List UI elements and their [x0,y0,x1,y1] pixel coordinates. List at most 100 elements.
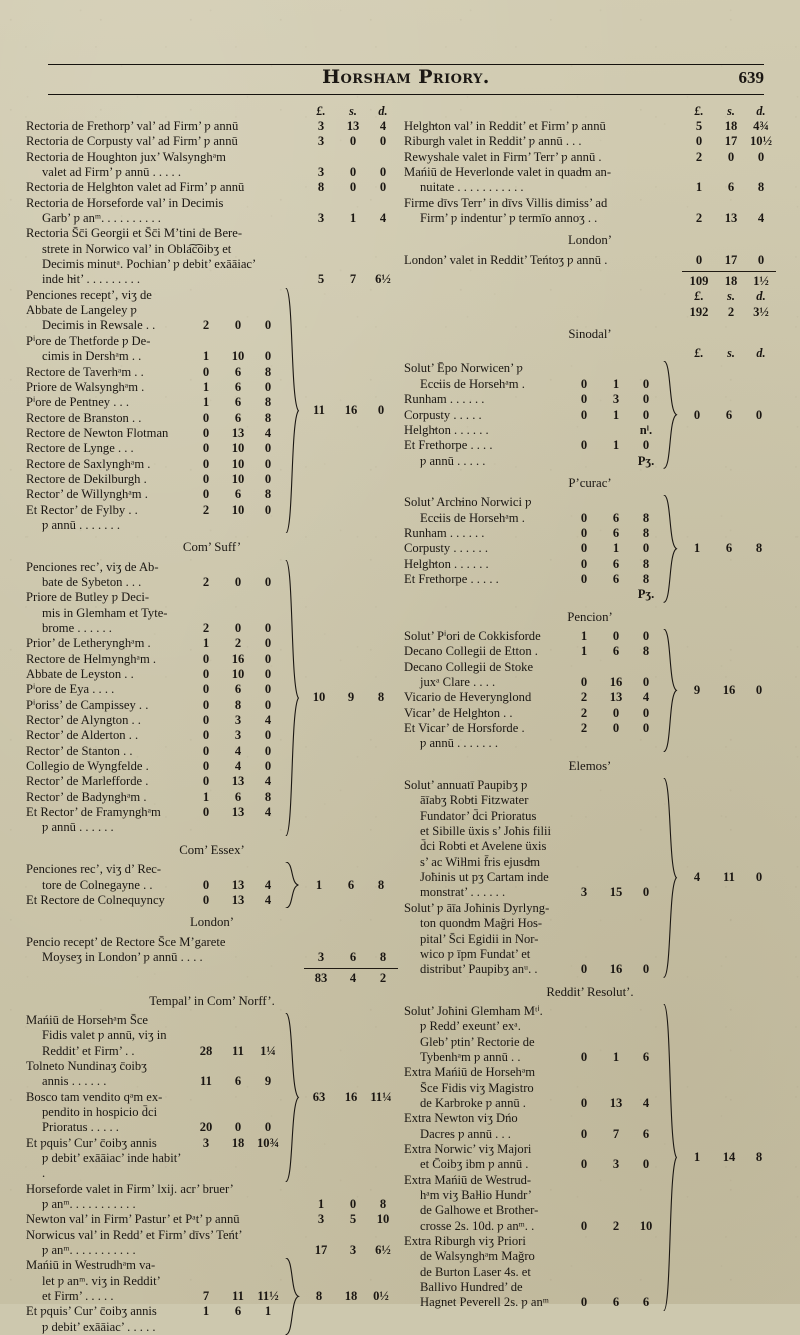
entry-label: Solut’ Pⁱori de Cokkisforde [404,628,541,643]
shillings-value: 6 [234,379,242,394]
entry-row: ƿ Redd’ exeunt’ exᵃ. [404,1019,661,1034]
shillings-value: 1 [349,211,357,226]
braced-total-group: Solut’ Ēpo Norwicen’ ƿ Ecc̵iis de Horseh… [404,361,776,468]
pounds-value: 1 [202,1304,210,1319]
total-pounds: 9 [693,682,701,697]
entry-label: Helgh̵ton . . . . . . [404,422,489,437]
pounds-value: 0 [580,392,588,407]
group-total: 4 11 0 [680,778,776,977]
entry-row: Rectore de Helmynghᵃm . 0 16 0 [26,652,283,667]
entry-label: wico ƿ īpm Fundat’ et [420,946,531,961]
pounds-value: 0 [580,675,588,689]
pounds-value: 0 [202,728,210,743]
pence-value: 8 [379,949,387,964]
pounds-value: 3 [317,949,325,964]
entry-label: strete in Norwico val’ in Obla͡c͡oibʒ et [42,241,232,256]
entry-label: Pⁱoriss’ de Campissey . . [26,697,149,712]
entry-label: Solut’ Arch̵ino Norwici ƿ [404,495,532,510]
entry-label: Horseforde valet in Firm’ lxij. acr’ bru… [26,1181,234,1196]
total-pence: 8 [755,541,763,556]
pence-value: 1¼ [260,1043,276,1058]
pence-value: 0 [264,651,272,666]
entry-row: Et ƿquis’ Cur’ c̄oibʒ annis 3 18 10¾ [26,1136,283,1151]
total-pounds: 1 [693,1149,701,1164]
entry-label: ƿ anᵐ. . . . . . . . . . . [42,1243,136,1258]
shillings-value: 2 [234,636,242,651]
shillings-value: 10 [231,441,245,456]
entry-row: Moyseʒ in London’ ƿ annū . . . . 3 6 8 [26,950,398,965]
shillings-value: 18 [724,274,738,289]
entry-row: Rewyshale valet in Firm’ Terr’ ƿ annū . 2… [404,150,776,165]
pounds-value: 2 [695,211,703,226]
entry-row: 192 2 3½ [404,305,776,320]
pence-value: 8 [264,364,272,379]
entry-label: Rectore de Lynge . . . [26,441,134,456]
shillings-value: 6 [612,556,620,571]
entry-row: de Karbroke ƿ annū . 0 13 4 [404,1096,661,1111]
group-total: 11 16 0 [302,288,398,534]
entry-row: s’ ac Wil̵lmi f̄ris ejusd̵m [404,855,661,870]
pence-value: 0 [264,379,272,394]
entry-label: Pⁱore de Thetforde ƿ De- [26,333,151,348]
entry-label: Hagnet Peverell 2s. ƿ anᵐ [420,1295,549,1310]
braced-total-group: Solut’ Joħini Glemham Mᵗⁱ. ƿ Redd’ exeunt… [404,1003,776,1311]
pounds-value: 0 [580,541,588,556]
entry-row: Riburgh valet in Reddit’ ƿ annū . . . 0 17… [404,134,776,149]
entry-row: Solut’ Arch̵ino Norwici ƿ [404,495,661,510]
norfolk-pensions-group: Penciones recept’, viʒ de Abbate de Lange… [26,287,398,534]
shillings-value: 1 [612,541,620,556]
pence-value: 4¾ [753,119,769,133]
entry-label: mis in Glemham et Tyte- [42,605,168,620]
pounds-value: 2 [202,621,210,635]
entry-row: Gleb’ ƿtin’ Rectorie de [404,1035,661,1050]
entry-row: Ecc̵iis de Horsehᵃm . 0 1 0 [404,377,661,392]
head-rule-bottom [48,94,764,95]
entry-label: Rectoria S̄c̄i Georgii et S̄c̄i M’tini d… [26,226,243,241]
entry-row: Prioratus . . . . . 20 0 0 [26,1120,283,1135]
entry-row: Penciones rec’, viʒ de Ab- [26,560,283,575]
shillings-value: s. [726,289,736,304]
entry-label: Penciones rec’, viʒ de Ab- [26,559,159,574]
braced-total-group: Mańiū in Westrudhᵃm va-let ƿ anᵐ. viʒ in… [26,1258,398,1335]
entry-label: ƿ debit’ exāāiac’ . . . . . [42,1319,156,1334]
entry-row: Vicario de Heverynglond 2 13 4 [404,690,661,705]
pence-value: 4 [642,690,650,705]
pounds-value: 2 [580,690,588,705]
pence-value: 6½ [375,1243,391,1258]
entry-label: Solut’ Ēpo Norwicen’ ƿ [404,361,523,376]
pounds-value: 0 [202,713,210,728]
total-shillings: 9 [347,690,355,705]
suffolk-heading: Com’ Suff’ [182,540,242,555]
shillings-value: 3 [612,1157,620,1172]
pence-value: 9 [264,1074,272,1089]
entry-row: Firme dīvs Terr’ in dīvs Villis dimiss… [404,196,776,211]
total-pounds: 8 [315,1289,323,1304]
pence-value: 8 [642,525,650,540]
group-total: 10 9 8 [302,560,398,836]
shillings-value: 6 [234,364,242,379]
pounds-value: 1 [202,379,210,394]
temporalities-heading: Tempal’ in Com’ Norff’. [149,993,275,1008]
entry-label: brome . . . . . . [42,621,112,635]
pence-value: 1 [264,1304,272,1319]
entry-label: Decimis minutᵃ. Pochian’ ƿ debit’ exāāia… [42,257,257,272]
entry-row: Rector’ de Badynghᵃm . 1 6 8 [26,790,283,805]
shillings-symbol: s. [727,104,735,118]
shillings-value: 6 [612,1295,620,1310]
shillings-value: 6 [234,410,242,425]
entry-label: Vicar’ de Helgh̵ton . . [404,705,513,720]
shillings-symbol: s. [349,104,357,118]
shillings-value: 0 [349,165,357,180]
total-shillings: 16 [344,1089,358,1104]
total-pounds: 63 [312,1089,326,1104]
running-head: Horsham Priory. 639 [48,64,764,98]
entry-row: ƿ annū . . . . . . [26,820,283,835]
total-shillings: 14 [722,1149,736,1164]
pence-value: 8 [642,571,650,586]
pence-value: 0 [264,1120,272,1135]
curly-brace [284,288,300,534]
right-total-rule [682,271,776,273]
pence-value: 0 [264,636,272,651]
pounds-symbol: £. [694,104,704,118]
pounds-value: 0 [202,425,210,440]
